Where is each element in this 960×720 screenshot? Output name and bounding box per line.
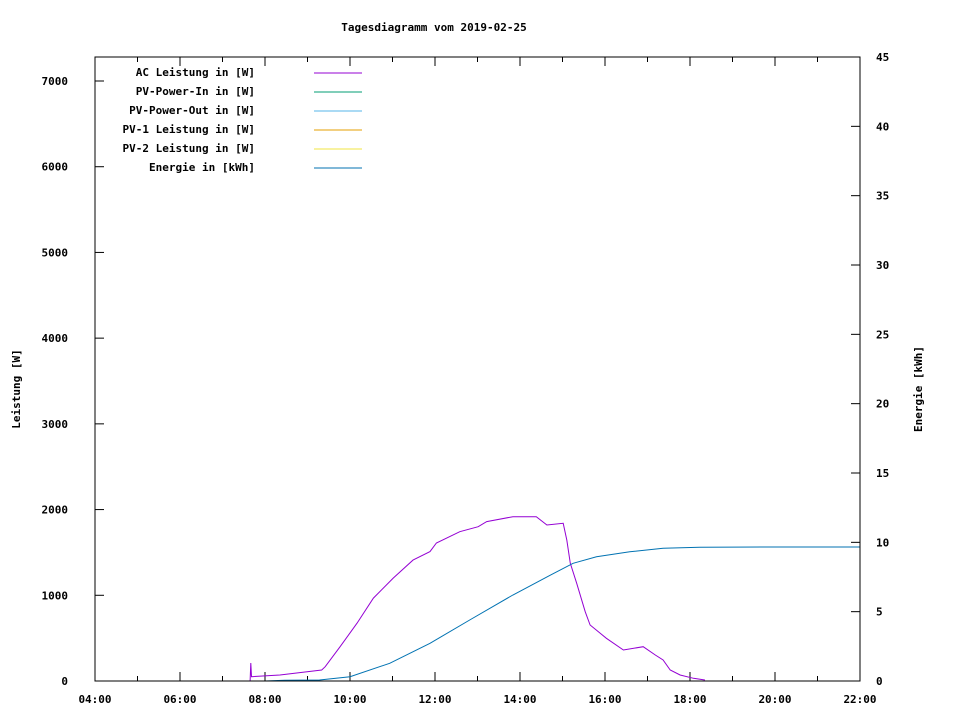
series-line [264, 546, 860, 682]
x-tick-label: 06:00 [163, 693, 196, 706]
x-tick-label: 12:00 [418, 693, 451, 706]
x-tick-label: 04:00 [78, 693, 111, 706]
x-tick-label: 10:00 [333, 693, 366, 706]
y2-tick-label: 35 [876, 190, 889, 203]
y-tick-label: 0 [61, 675, 68, 688]
y2-tick-label: 15 [876, 467, 889, 480]
plot-border [94, 56, 861, 682]
y2-tick-label: 10 [876, 536, 889, 549]
y2-tick-label: 20 [876, 398, 889, 411]
legend-label: Energie in [kWh] [149, 161, 255, 174]
legend-label: PV-1 Leistung in [W] [123, 123, 255, 136]
legend-label: AC Leistung in [W] [136, 66, 255, 79]
y2-tick-label: 25 [876, 328, 889, 341]
x-tick-label: 20:00 [758, 693, 791, 706]
x-tick-label: 18:00 [673, 693, 706, 706]
chart-title: Tagesdiagramm vom 2019-02-25 [341, 21, 526, 34]
x-tick-label: 08:00 [248, 693, 281, 706]
series-line [249, 516, 705, 682]
y-tick-label: 1000 [42, 589, 69, 602]
x-tick-label: 16:00 [588, 693, 621, 706]
y-tick-label: 5000 [42, 246, 69, 259]
y-tick-label: 3000 [42, 418, 69, 431]
y2-tick-label: 5 [876, 606, 883, 619]
y2-axis-label: Energie [kWh] [912, 346, 925, 432]
legend-label: PV-2 Leistung in [W] [123, 142, 255, 155]
y2-tick-label: 45 [876, 51, 889, 64]
x-tick-label: 22:00 [843, 693, 876, 706]
y-tick-label: 6000 [42, 161, 69, 174]
x-tick-label: 14:00 [503, 693, 536, 706]
legend-label: PV-Power-Out in [W] [129, 104, 255, 117]
y2-tick-label: 40 [876, 120, 889, 133]
legend-label: PV-Power-In in [W] [136, 85, 255, 98]
y2-tick-label: 0 [876, 675, 883, 688]
y-axis-label: Leistung [W] [10, 349, 23, 428]
y-tick-label: 2000 [42, 504, 69, 517]
y-tick-label: 7000 [42, 75, 69, 88]
y2-tick-label: 30 [876, 259, 889, 272]
y-tick-label: 4000 [42, 332, 69, 345]
